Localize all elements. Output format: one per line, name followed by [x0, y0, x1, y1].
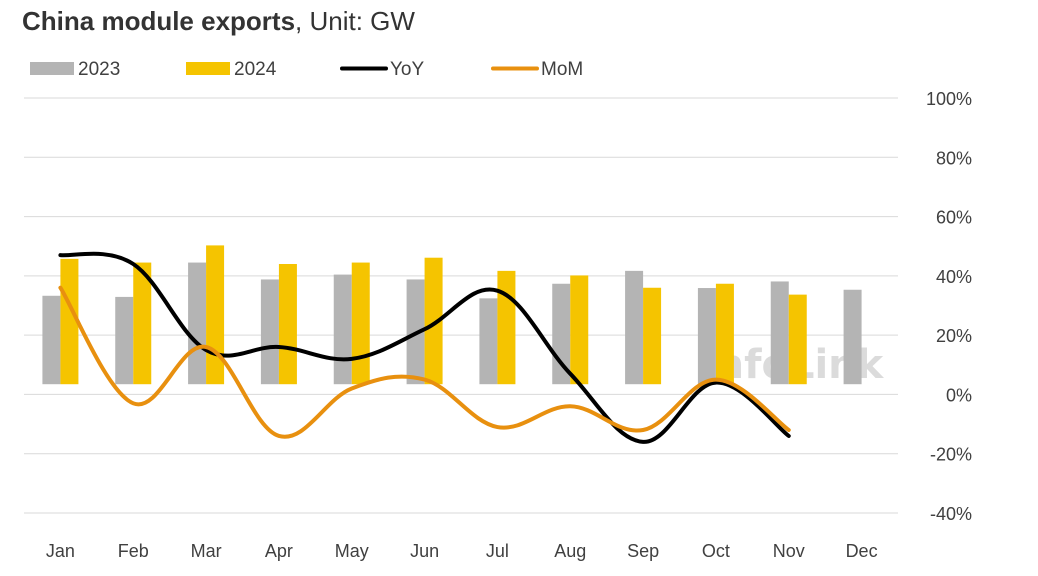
bar-2024-aug: [570, 275, 589, 385]
line-yoy: [58, 251, 791, 444]
gridlines: [24, 97, 898, 514]
bar-2023-oct: [697, 288, 716, 385]
x-tick-label-nov: Nov: [773, 541, 805, 561]
bar-2024-mar: [206, 245, 225, 385]
y-tick-label: -20%: [930, 445, 972, 465]
x-tick-label-feb: Feb: [118, 541, 149, 561]
bar-2023-nov: [770, 281, 789, 385]
y-tick-label: -40%: [930, 504, 972, 524]
legend-swatch-2023: [30, 62, 74, 75]
x-tick-label-jul: Jul: [486, 541, 509, 561]
bar-2024-oct: [715, 283, 734, 385]
bar-2024-sep: [643, 287, 662, 385]
y-tick-label: 100%: [926, 89, 972, 109]
legend-label-2024: 2024: [234, 59, 277, 80]
y-axis-ticks: 100% 80% 60% 40% 20% 0% -20% -40%: [926, 89, 972, 524]
bar-2023-dec: [843, 289, 862, 385]
x-tick-label-oct: Oct: [702, 541, 730, 561]
title-main: China module exports: [22, 6, 296, 36]
bar-2024-nov: [788, 294, 807, 385]
bar-2024-feb: [133, 262, 152, 385]
x-tick-label-jun: Jun: [410, 541, 439, 561]
legend-label-mom: MoM: [541, 59, 583, 80]
y-tick-label: 20%: [936, 326, 972, 346]
x-tick-label-may: May: [335, 541, 369, 561]
bar-2024-apr: [278, 264, 297, 385]
x-tick-label-sep: Sep: [627, 541, 659, 561]
legend-label-2023: 2023: [78, 59, 120, 80]
bar-2024-may: [351, 262, 370, 385]
y-tick-label: 0%: [946, 385, 972, 405]
chart-title: China module exports, Unit: GW: [22, 6, 415, 37]
x-tick-label-dec: Dec: [846, 541, 878, 561]
bars-group: [42, 245, 862, 385]
y-tick-label: 40%: [936, 267, 972, 287]
x-tick-label-apr: Apr: [265, 541, 293, 561]
x-tick-label-jan: Jan: [46, 541, 75, 561]
y-tick-label: 80%: [936, 148, 972, 168]
bar-2023-jan: [42, 295, 61, 385]
legend-label-yoy: YoY: [390, 59, 424, 80]
x-axis-ticks: Jan Feb Mar Apr May Jun Jul Aug Sep Oct Nov Dec: [46, 541, 878, 561]
bar-2023-may: [333, 274, 352, 385]
bar-2024-jan: [60, 258, 79, 385]
bar-2024-jun: [424, 257, 443, 385]
x-tick-label-mar: Mar: [191, 541, 222, 561]
bar-2023-feb: [115, 296, 134, 385]
line-mom: [58, 285, 791, 439]
title-unit: , Unit: GW: [295, 6, 415, 36]
bar-2023-apr: [260, 279, 279, 385]
legend: 2023 2024 YoY MoM: [30, 59, 583, 80]
bar-2023-sep: [625, 270, 644, 385]
bar-2023-jul: [479, 298, 498, 385]
y-tick-label: 60%: [936, 208, 972, 228]
lines-group: [58, 251, 791, 444]
legend-swatch-2024: [186, 62, 230, 75]
bar-2023-mar: [188, 262, 207, 385]
x-tick-label-aug: Aug: [554, 541, 586, 561]
bar-2024-jul: [497, 270, 516, 385]
